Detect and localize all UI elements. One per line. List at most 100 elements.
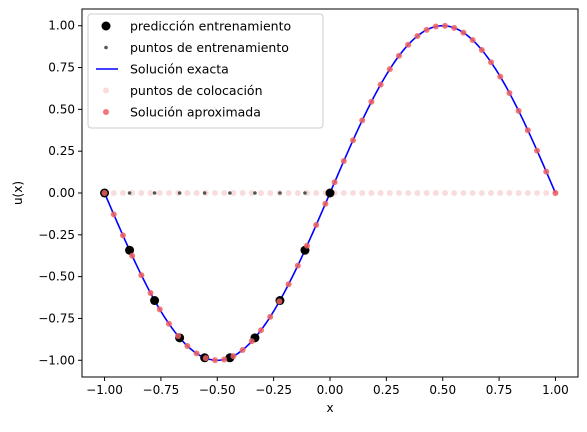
approx-solution-point-44: [506, 89, 513, 96]
legend-label-4: Solución aproximada: [130, 105, 261, 120]
x-tick-label-3: −0.25: [255, 383, 292, 397]
training-prediction-9: [325, 188, 335, 198]
x-tick-label-1: −0.75: [143, 383, 180, 397]
colocation-point-36: [432, 190, 439, 196]
colocation-point-20: [285, 190, 292, 196]
x-axis-label: x: [326, 401, 333, 415]
colocation-point-26: [340, 190, 347, 196]
legend-box: [87, 13, 324, 129]
colocation-point-42: [488, 190, 495, 196]
colocation-point-46: [524, 190, 531, 196]
colocation-point-2: [119, 190, 126, 196]
approx-solution-point-2: [119, 232, 126, 239]
colocation-point-13: [221, 190, 228, 196]
approx-solution-point-28: [359, 117, 366, 124]
legend-label-0: predicción entrenamiento: [130, 19, 291, 34]
training-point-7: [278, 191, 282, 195]
approx-solution-point-36: [432, 23, 439, 30]
approx-solution-point-38: [451, 24, 458, 31]
approx-solution-point-48: [543, 168, 550, 175]
approx-solution-point-13: [221, 356, 228, 363]
approx-solution-point-49: [552, 190, 559, 196]
training-prediction-1: [125, 245, 135, 255]
colocation-point-28: [359, 190, 366, 196]
colocation-point-7: [165, 190, 172, 196]
x-tick-label-5: 0.25: [373, 383, 400, 397]
approx-solution-point-15: [239, 346, 246, 353]
x-tick-label-6: 0.50: [429, 383, 456, 397]
colocation-point-12: [211, 190, 218, 196]
approx-solution-point-0: [101, 190, 108, 196]
training-point-6: [253, 191, 257, 195]
approx-solution-point-23: [313, 221, 320, 228]
colocation-point-14: [230, 190, 237, 196]
legend-handle-1: [104, 45, 108, 50]
colocation-point-9: [184, 190, 191, 196]
colocation-point-5: [147, 190, 154, 196]
colocation-point-15: [239, 190, 246, 196]
approx-solution-point-47: [534, 147, 541, 154]
approx-solution-point-19: [276, 298, 283, 305]
approx-solution-point-8: [175, 333, 182, 340]
approx-solution-point-10: [193, 350, 200, 357]
colocation-point-23: [313, 190, 320, 196]
colocation-point-17: [257, 190, 264, 196]
approx-solution-point-16: [248, 338, 255, 345]
approx-solution-point-1: [110, 211, 117, 218]
y-axis-label: u(x): [11, 181, 25, 205]
colocation-point-45: [515, 190, 522, 196]
legend-handle-4: [103, 109, 109, 115]
y-tick-label-3: −0.25: [38, 228, 75, 242]
colocation-point-37: [442, 190, 449, 196]
y-tick-label-8: 1.00: [48, 19, 75, 33]
approx-solution-point-39: [460, 29, 467, 36]
y-tick-label-7: 0.75: [48, 61, 75, 75]
approx-solution-point-18: [267, 313, 274, 320]
colocation-point-34: [414, 190, 421, 196]
colocation-point-48: [543, 190, 550, 196]
approx-solution-point-37: [442, 22, 449, 29]
approx-solution-point-41: [478, 46, 485, 53]
training-point-1: [127, 191, 132, 195]
colocation-point-18: [267, 190, 274, 196]
x-tick-label-4: 0.00: [317, 383, 344, 397]
approx-solution-point-3: [129, 252, 136, 259]
y-tick-label-5: 0.25: [48, 144, 75, 158]
training-point-4: [202, 191, 207, 195]
colocation-point-40: [469, 190, 476, 196]
colocation-point-32: [396, 190, 403, 196]
y-tick-label-2: −0.50: [38, 270, 75, 284]
colocation-point-43: [497, 190, 504, 196]
training-prediction-2: [150, 296, 160, 306]
colocation-point-29: [368, 190, 375, 196]
y-tick-label-0: −1.00: [38, 353, 75, 367]
axes: −1.00 −0.75 −0.50 −0.25 0.00 0.25 0.50 0.75 1.00…: [11, 8, 579, 415]
approx-solution-point-45: [515, 107, 522, 114]
colocation-point-27: [350, 190, 357, 196]
colocation-point-6: [156, 190, 163, 196]
colocation-point-21: [294, 190, 301, 196]
x-tick-label-2: −0.50: [199, 383, 236, 397]
approx-solution-point-22: [303, 242, 310, 249]
approx-solution-point-14: [230, 353, 237, 360]
colocation-point-10: [193, 190, 200, 196]
training-point-2: [152, 191, 157, 195]
approx-solution-point-11: [202, 355, 209, 362]
plot-area: [100, 22, 559, 364]
legend-handle-0: [101, 21, 111, 31]
approx-solution-point-9: [184, 342, 191, 349]
approx-solution-point-31: [386, 66, 393, 73]
colocation-point-4: [138, 190, 145, 196]
approx-solution-point-35: [423, 26, 430, 33]
colocation-point-31: [386, 190, 393, 196]
approx-solution-point-12: [211, 357, 218, 364]
colocation-point-39: [460, 190, 467, 196]
approx-solution-point-25: [331, 179, 338, 186]
approx-solution-point-32: [396, 52, 403, 59]
approx-solution-point-43: [497, 73, 504, 80]
legend-label-1: puntos de entrenamiento: [130, 40, 289, 55]
colocation-point-38: [451, 190, 458, 196]
legend-handle-3: [103, 87, 109, 94]
x-tick-label-7: 0.75: [486, 383, 513, 397]
